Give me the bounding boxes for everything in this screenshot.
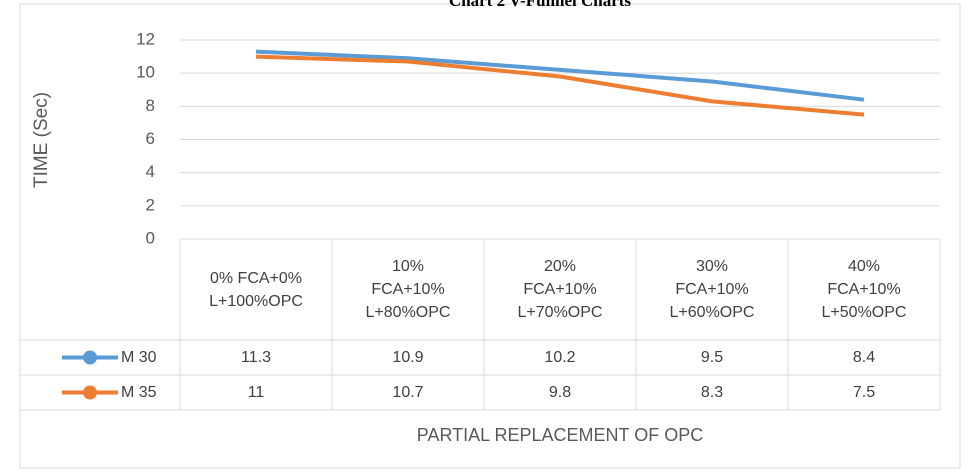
table-value: 9.8 — [548, 384, 572, 401]
table-value: 10.2 — [544, 349, 576, 366]
x-axis-title: PARTIAL REPLACEMENT OF OPC — [417, 425, 703, 445]
table-value: 11.3 — [241, 349, 271, 366]
table-value: 10.9 — [392, 349, 424, 366]
table-value: 11 — [247, 384, 265, 401]
chart-title: Chart 2 V-Funnel Charts — [449, 0, 632, 10]
category-label: 20% FCA+10% L+70%OPC — [517, 258, 603, 321]
y-tick-label: 6 — [146, 129, 155, 148]
y-tick-label: 4 — [146, 162, 155, 181]
legend-marker — [83, 350, 97, 365]
chart-border — [19, 3, 961, 469]
table-value: 8.4 — [852, 349, 876, 366]
category-label: 0% FCA+0% L+100%OPC — [209, 269, 303, 310]
series-line — [255, 49, 865, 102]
series-line — [255, 54, 865, 117]
y-tick-label: 12 — [136, 29, 155, 48]
y-axis-title: TIME (Sec) — [31, 92, 52, 188]
legend-label: M 35 — [121, 384, 157, 401]
table-value: 9.5 — [700, 349, 724, 366]
y-tick-label: 10 — [136, 63, 155, 82]
y-tick-label: 0 — [146, 228, 155, 247]
table-value: 8.3 — [700, 384, 724, 401]
table-value: 7.5 — [852, 384, 876, 401]
legend-marker — [83, 385, 97, 400]
category-label: 40% FCA+10% L+50%OPC — [821, 258, 907, 321]
y-tick-label: 2 — [146, 195, 155, 214]
y-tick-label: 8 — [146, 96, 155, 115]
legend-label: M 30 — [121, 349, 157, 366]
table-value: 10.7 — [392, 384, 424, 401]
category-label: 10% FCA+10% L+80%OPC — [365, 258, 451, 321]
category-label: 30% FCA+10% L+60%OPC — [669, 258, 755, 321]
